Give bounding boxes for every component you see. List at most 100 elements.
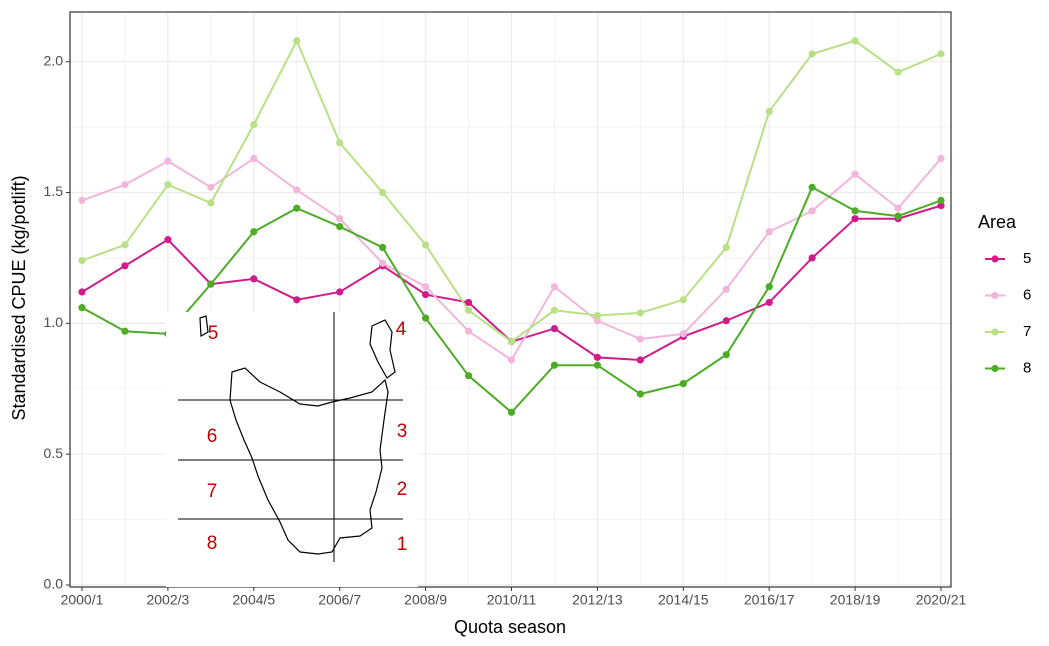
data-point (250, 120, 258, 129)
x-tick-label: 2014/15 (658, 592, 709, 608)
data-point (464, 306, 473, 314)
data-point (422, 241, 430, 249)
data-point (679, 379, 687, 388)
data-point (765, 298, 773, 307)
data-point (851, 170, 859, 178)
data-point (636, 390, 644, 398)
inset-label: 2 (397, 479, 408, 500)
inset-label: 3 (397, 421, 408, 442)
data-point (679, 330, 687, 338)
data-point (336, 288, 344, 296)
data-point (937, 50, 945, 58)
data-point (550, 324, 559, 333)
y-tick-label: 2.0 (44, 52, 64, 68)
inset-label: 8 (207, 533, 218, 554)
legend-swatch (991, 255, 999, 263)
data-point (379, 188, 387, 197)
data-point (207, 183, 215, 191)
data-point (808, 207, 816, 215)
data-point (851, 37, 859, 45)
legend-label: 6 (1023, 286, 1031, 303)
data-point (207, 280, 215, 288)
data-point (593, 311, 602, 320)
data-point (464, 298, 473, 307)
x-tick-label: 2020/21 (916, 592, 967, 608)
data-point (937, 154, 945, 163)
data-point (250, 154, 258, 163)
data-point (379, 243, 387, 252)
data-point (336, 215, 344, 223)
data-point (121, 327, 129, 335)
y-tick-label: 0.5 (44, 445, 64, 461)
inset-map: 5 4 6 3 7 2 8 1 (166, 312, 418, 587)
data-point (765, 107, 773, 116)
y-tick-label: 1.5 (44, 183, 64, 199)
legend-swatch (991, 328, 999, 336)
plot-border (69, 11, 952, 588)
data-point (293, 186, 301, 194)
data-point (422, 283, 430, 291)
data-point (121, 262, 129, 270)
data-point (722, 285, 730, 293)
data-point (78, 288, 86, 296)
data-point (722, 317, 730, 325)
data-point (78, 196, 86, 204)
data-point (507, 338, 516, 346)
data-point (937, 202, 945, 210)
x-tick-label: 2008/9 (404, 592, 447, 608)
x-axis-title: Quota season (454, 617, 566, 637)
inset-label: 5 (208, 323, 219, 344)
data-point (336, 222, 344, 231)
data-point (379, 259, 387, 267)
data-point (851, 207, 859, 215)
y-tick-label: 0.0 (44, 576, 64, 592)
data-point (894, 212, 902, 220)
data-point (78, 304, 86, 312)
data-point (550, 361, 559, 369)
legend-title: Area (978, 212, 1017, 232)
inset-label: 7 (207, 481, 218, 502)
data-point (808, 50, 816, 58)
data-point (550, 306, 559, 314)
data-point (808, 183, 816, 191)
legend-swatch (991, 291, 999, 300)
data-point (422, 314, 430, 322)
data-point (336, 139, 344, 147)
data-point (164, 157, 172, 165)
data-point (593, 317, 602, 325)
data-point (636, 309, 644, 317)
data-point (722, 351, 730, 359)
data-point (464, 372, 473, 380)
data-point (422, 290, 430, 299)
data-point (507, 356, 516, 364)
x-tick-label: 2000/1 (61, 592, 104, 608)
data-point (293, 204, 301, 212)
data-point (164, 236, 172, 244)
x-tick-label: 2004/5 (232, 592, 275, 608)
legend-label: 5 (1023, 250, 1031, 267)
legend-label: 8 (1023, 359, 1031, 376)
inset-label: 1 (397, 534, 408, 555)
x-tick-label: 2002/3 (146, 592, 189, 608)
data-point (937, 196, 945, 204)
data-point (293, 296, 301, 304)
data-point (78, 256, 86, 265)
data-point (636, 356, 644, 364)
data-point (722, 243, 730, 252)
data-point (679, 296, 687, 304)
data-point (250, 275, 258, 283)
x-tick-label: 2012/13 (572, 592, 623, 608)
data-point (593, 353, 602, 361)
x-tick-label: 2006/7 (318, 592, 361, 608)
data-point (765, 283, 773, 291)
y-axis-title: Standardised CPUE (kg/potlift) (9, 175, 29, 420)
legend-swatch (991, 364, 999, 373)
inset-label: 6 (207, 426, 218, 447)
x-tick-label: 2010/11 (487, 592, 537, 608)
data-point (894, 204, 902, 212)
data-point (765, 228, 773, 236)
data-point (207, 199, 215, 207)
data-point (894, 68, 902, 76)
y-tick-label: 1.0 (44, 314, 64, 330)
